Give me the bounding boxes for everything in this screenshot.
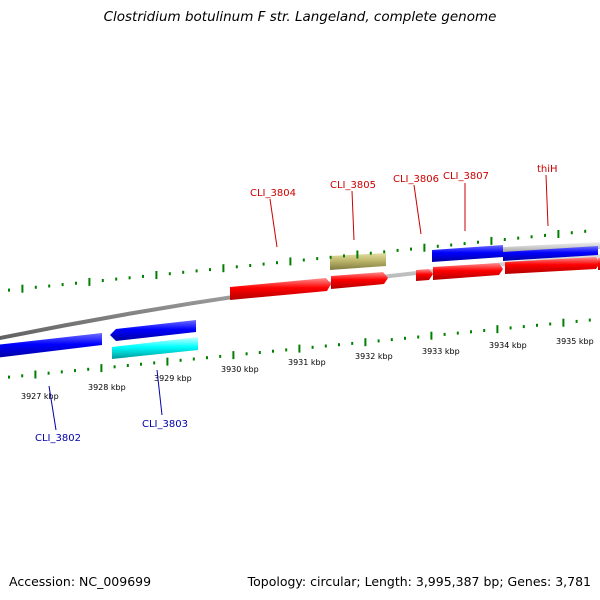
- gene-label-cli-3807[interactable]: CLI_3807: [443, 171, 489, 182]
- gene-cli-3803[interactable]: [110, 320, 196, 341]
- gene-label-cli-3806[interactable]: CLI_3806: [393, 174, 439, 185]
- map-title: Clostridium botulinum F str. Langeland, …: [103, 9, 497, 25]
- gene-label-cli-3803[interactable]: CLI_3803: [142, 419, 188, 430]
- scale-label: 3928 kbp: [88, 383, 126, 392]
- gene-cli-3803-cds[interactable]: [112, 337, 198, 359]
- scale-label: 3935 kbp: [556, 337, 594, 346]
- forward-gene-callouts: [269, 174, 549, 248]
- gene-cli-3802[interactable]: [0, 333, 102, 358]
- gene-thih[interactable]: [505, 257, 600, 274]
- tick-marks-lower: [8, 318, 591, 379]
- gene-reverse-right[interactable]: [432, 245, 503, 262]
- gene-cli-3804[interactable]: [230, 278, 331, 300]
- callout-line-cli-3806: [413, 184, 422, 235]
- scale-labels: 3927 kbp 3928 kbp 3929 kbp 3930 kbp 3931…: [21, 337, 594, 401]
- scale-label: 3934 kbp: [489, 341, 527, 350]
- callout-line-cli-3804: [269, 198, 278, 248]
- callout-line-cli-3802: [48, 385, 57, 431]
- gene-label-cli-3804[interactable]: CLI_3804: [250, 188, 296, 199]
- tick-marks-upper: [8, 229, 587, 293]
- scale-label: 3933 kbp: [422, 347, 460, 356]
- callout-line-cli-3803: [156, 369, 163, 416]
- scale-label: 3927 kbp: [21, 392, 59, 401]
- gene-label-thih[interactable]: thiH: [537, 164, 558, 175]
- gene-label-cli-3802[interactable]: CLI_3802: [35, 433, 81, 444]
- scale-label: 3929 kbp: [154, 374, 192, 383]
- reverse-gene-callouts: [48, 369, 163, 431]
- gene-cli-3806[interactable]: [416, 269, 433, 281]
- gene-label-cli-3805[interactable]: CLI_3805: [330, 180, 376, 191]
- scale-label: 3930 kbp: [221, 365, 259, 374]
- callout-line-thih: [545, 174, 549, 227]
- callout-line-cli-3805: [351, 190, 355, 241]
- scale-label: 3932 kbp: [355, 352, 393, 361]
- gene-cli-3805[interactable]: [331, 272, 388, 289]
- accession-label: Accession: NC_009699: [9, 574, 152, 589]
- gene-cli-3807[interactable]: [433, 263, 503, 280]
- genome-summary: Topology: circular; Length: 3,995,387 bp…: [247, 574, 591, 589]
- scale-label: 3931 kbp: [288, 358, 326, 367]
- gene-reverse-right-2[interactable]: [503, 246, 598, 261]
